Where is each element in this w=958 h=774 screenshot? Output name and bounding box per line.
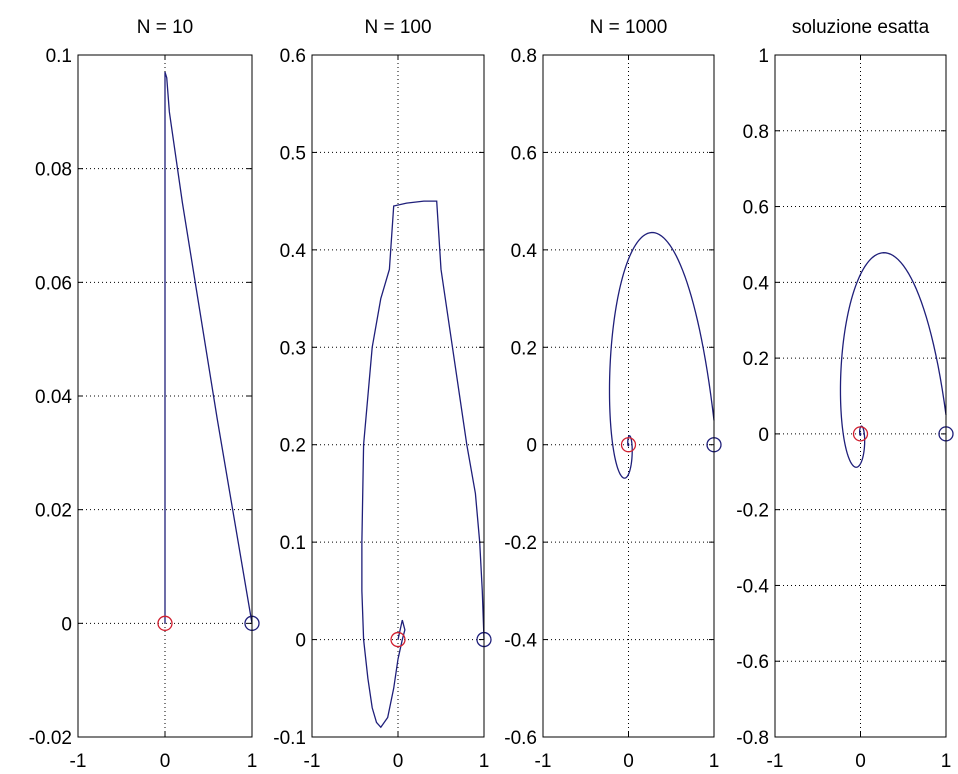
y-tick-label: 0.1	[280, 533, 306, 554]
x-tick-label: 1	[247, 751, 258, 772]
y-tick-label: -0.02	[29, 728, 72, 749]
y-tick-label: 0.8	[743, 122, 769, 143]
x-tick-label: 1	[941, 751, 952, 772]
y-tick-label: 0.2	[511, 338, 537, 359]
end-point-marker	[852, 426, 869, 442]
y-tick-label: 0.4	[743, 273, 770, 294]
x-tick-label: 1	[709, 751, 720, 772]
x-tick-label: 1	[479, 751, 490, 772]
y-tick-label: 0.2	[743, 349, 769, 370]
x-tick-label: 0	[160, 751, 171, 772]
subplot-title: soluzione esatta	[792, 17, 930, 38]
y-tick-label: 0.02	[35, 501, 72, 522]
y-tick-label: 0.6	[743, 198, 769, 219]
subplot-title: N = 100	[364, 17, 431, 38]
y-tick-label: -0.2	[504, 533, 537, 554]
subplot-2: -0.1 0 0.1 0.2 0.3 0.4 0.5 0.6 -1 0 1 N = 100	[273, 17, 492, 772]
x-tick-label: 0	[855, 751, 866, 772]
y-tick-label: 0.1	[46, 46, 72, 67]
subplot-4: -0.8 -0.6 -0.4 -0.2 0 0.2 0.4 0.6 0.8 1 -1 0 1 soluzi…	[736, 17, 954, 772]
trajectory-line	[164, 71, 253, 624]
y-tick-label: -0.4	[504, 631, 537, 652]
y-tick-label: 0.2	[280, 436, 306, 457]
subplot-title: N = 1000	[590, 17, 668, 38]
y-tick-label: -0.4	[736, 576, 769, 597]
y-tick-label: 0	[526, 436, 537, 457]
y-tick-label: 0.8	[511, 46, 537, 67]
subplot-3: -0.6 -0.4 -0.2 0 0.2 0.4 0.6 0.8 -1 0 1 N = 1000	[504, 17, 722, 772]
subplot-title: N = 10	[137, 17, 194, 38]
y-tick-label: -0.1	[273, 728, 306, 749]
trajectory-line	[608, 231, 715, 479]
x-tick-label: -1	[767, 751, 784, 772]
y-tick-label: 0	[61, 614, 72, 635]
y-tick-label: 0.5	[280, 143, 306, 164]
subplot-1: -0.02 0 0.02 0.04 0.06 0.08 0.1 -1 0 1 N = 10	[29, 17, 260, 772]
y-tick-label: 0.6	[511, 143, 537, 164]
end-point-marker	[390, 631, 406, 648]
x-tick-label: -1	[304, 751, 321, 772]
y-tick-label: 0.6	[280, 46, 306, 67]
y-tick-label: -0.2	[736, 501, 769, 522]
end-point-marker	[620, 437, 637, 453]
y-tick-label: -0.6	[504, 728, 537, 749]
y-tick-label: 0	[758, 425, 769, 446]
y-tick-label: 0.3	[280, 338, 306, 359]
y-tick-label: 0.06	[35, 273, 72, 294]
y-tick-label: -0.8	[736, 728, 769, 749]
end-point-marker	[157, 615, 173, 631]
y-tick-label: 0.4	[511, 241, 538, 262]
y-tick-label: 0.04	[35, 387, 72, 408]
x-tick-label: 0	[623, 751, 634, 772]
y-tick-label: 0.4	[280, 241, 307, 262]
y-tick-label: 1	[758, 46, 769, 67]
x-tick-label: -1	[70, 751, 87, 772]
y-tick-label: 0	[295, 631, 306, 652]
x-tick-label: -1	[535, 751, 552, 772]
y-tick-label: -0.6	[736, 652, 769, 673]
trajectory-line	[361, 200, 485, 729]
x-tick-label: 0	[393, 751, 404, 772]
y-tick-label: 0.08	[35, 160, 72, 181]
trajectory-line	[839, 252, 947, 468]
